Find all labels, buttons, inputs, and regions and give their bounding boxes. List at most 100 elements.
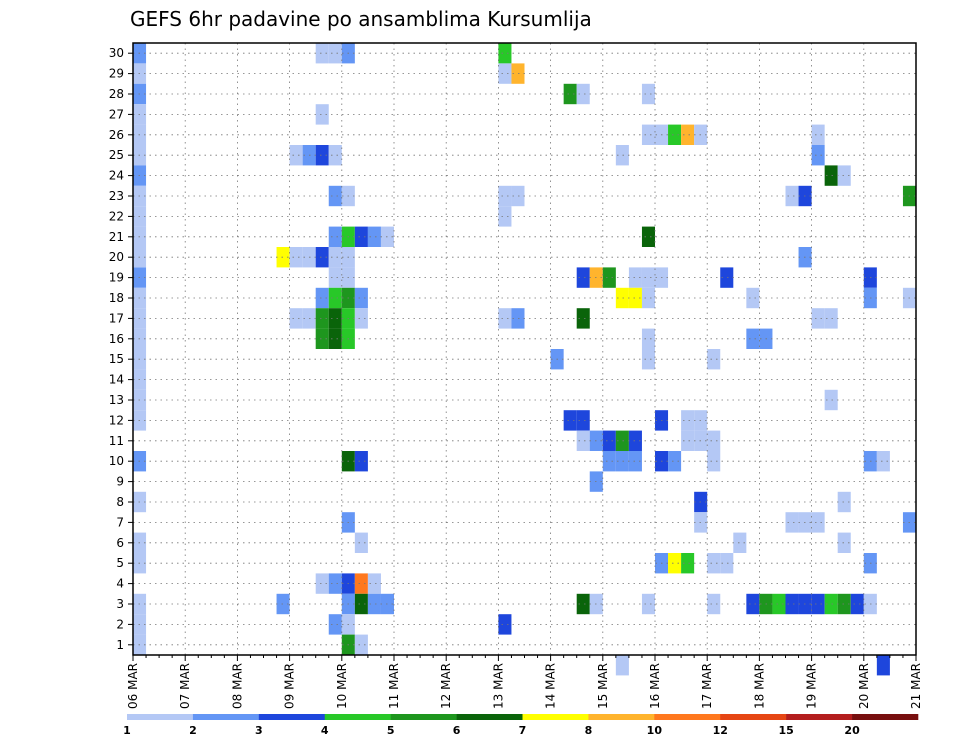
heat-cell — [641, 593, 655, 615]
heat-cell — [850, 593, 864, 615]
heat-cell — [641, 349, 655, 370]
heat-cell — [746, 328, 760, 349]
heat-cell — [315, 104, 329, 125]
heat-cell — [354, 593, 368, 615]
heat-cell — [511, 308, 525, 329]
y-tick-label: 29 — [109, 67, 124, 81]
heat-cell — [876, 451, 890, 472]
heat-cell — [824, 165, 838, 186]
colorbar-label: 2 — [189, 724, 197, 737]
x-tick-label: 11 MAR — [387, 663, 401, 709]
heat-cell — [563, 83, 577, 105]
heat-cell — [498, 614, 512, 635]
heat-cell — [576, 83, 590, 105]
heat-cell — [733, 532, 747, 553]
heat-cell — [576, 267, 590, 288]
y-tick-label: 5 — [116, 556, 124, 570]
heat-cell — [641, 287, 655, 309]
colorbar-swatch — [324, 714, 391, 720]
heat-cell — [707, 451, 721, 472]
heat-cell — [498, 206, 512, 227]
heat-cell — [576, 308, 590, 329]
heat-cell — [668, 553, 682, 574]
heat-cell — [328, 43, 342, 64]
heat-cell — [328, 573, 342, 594]
heat-cell — [328, 145, 342, 166]
x-tick-label: 21 MAR — [909, 663, 923, 709]
heat-cell — [354, 634, 368, 655]
heat-cell — [315, 328, 329, 349]
heat-cell — [628, 287, 642, 309]
heat-cell — [328, 247, 342, 268]
heat-cell — [328, 308, 342, 329]
colorbar-label: 8 — [585, 724, 593, 737]
heat-cell — [315, 308, 329, 329]
y-tick-label: 30 — [109, 46, 124, 60]
y-tick-label: 17 — [109, 311, 124, 325]
heat-cell — [811, 512, 825, 533]
heat-cell — [315, 145, 329, 166]
colorbar-label: 7 — [519, 724, 527, 737]
heat-cell — [615, 287, 629, 309]
heat-cell — [628, 430, 642, 451]
colorbar-label: 20 — [844, 724, 860, 737]
heat-cell — [707, 430, 721, 451]
colorbar-label: 4 — [321, 724, 329, 737]
heat-cell — [811, 593, 825, 615]
heat-cell — [785, 185, 799, 207]
x-tick-label: 17 MAR — [700, 663, 714, 709]
x-tick-label: 20 MAR — [857, 663, 871, 709]
y-tick-label: 23 — [109, 189, 124, 203]
heat-cell — [354, 308, 368, 329]
heat-cell — [602, 267, 616, 288]
heat-cell — [602, 451, 616, 472]
heat-cell — [498, 63, 512, 84]
colorbar-swatch — [588, 714, 655, 720]
colorbar-swatch — [852, 714, 919, 720]
y-tick-label: 28 — [109, 87, 124, 101]
heat-cell — [811, 124, 825, 145]
y-tick-label: 8 — [116, 495, 124, 509]
heat-cell — [668, 451, 682, 472]
x-tick-label: 18 MAR — [752, 663, 766, 709]
heat-cell — [354, 451, 368, 472]
colorbar-label: 6 — [453, 724, 461, 737]
x-tick-label: 14 MAR — [544, 663, 558, 709]
y-tick-label: 26 — [109, 128, 124, 142]
colorbar-swatch — [258, 714, 326, 720]
heat-cell — [498, 43, 512, 64]
heat-cell — [681, 430, 695, 451]
heat-cell — [641, 124, 655, 145]
grid-layer — [133, 43, 916, 655]
y-tick-label: 25 — [109, 148, 124, 162]
heat-cell — [707, 349, 721, 370]
heat-cell — [354, 226, 368, 247]
heat-cell — [367, 226, 381, 247]
heat-cell — [276, 247, 290, 268]
x-tick-label: 12 MAR — [439, 663, 453, 709]
cells-layer — [133, 43, 916, 676]
heat-cell — [315, 287, 329, 309]
y-tick-label: 3 — [116, 597, 124, 611]
colorbar: 1 2 3 4 5 6 7 8 10 12 15 20 — [123, 714, 919, 737]
heat-cell — [720, 267, 734, 288]
heat-cell — [641, 328, 655, 349]
x-tick-label: 13 MAR — [491, 663, 505, 709]
y-tick-label: 11 — [109, 434, 124, 448]
heat-cell — [668, 124, 682, 145]
heat-cell — [289, 145, 303, 166]
y-tick-label: 7 — [116, 515, 124, 529]
y-tick-label: 9 — [116, 475, 124, 489]
heat-cell — [511, 185, 525, 207]
colorbar-swatch — [456, 714, 523, 720]
heat-cell — [367, 573, 381, 594]
heat-cell — [315, 573, 329, 594]
colorbar-label: 12 — [713, 724, 728, 737]
y-tick-label: 6 — [116, 536, 124, 550]
y-tick-label: 12 — [109, 413, 124, 427]
heat-cell — [746, 287, 760, 309]
y-tick-label: 1 — [116, 638, 124, 652]
y-tick-label: 10 — [109, 454, 124, 468]
x-tick-label: 06 MAR — [126, 663, 140, 709]
heat-cell — [811, 145, 825, 166]
